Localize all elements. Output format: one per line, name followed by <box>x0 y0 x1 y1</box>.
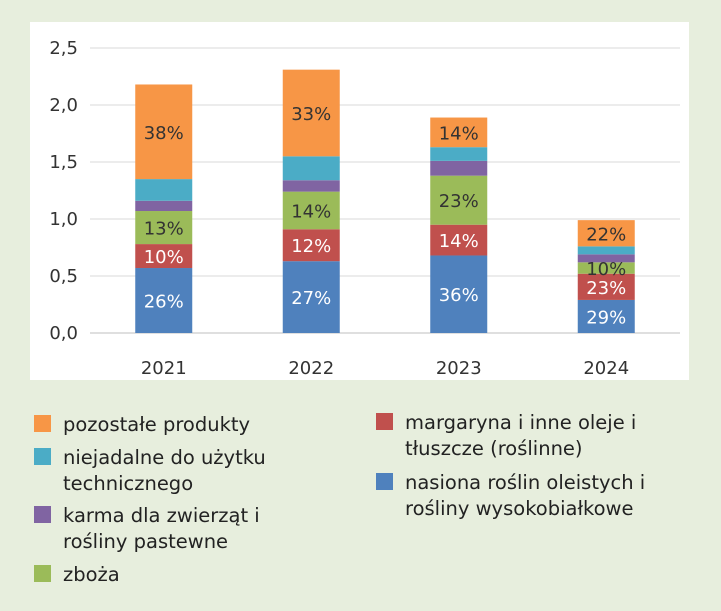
y-tick-label: 2,0 <box>49 95 78 116</box>
legend-label: margaryna i inne oleje i tłuszcze (rośli… <box>405 411 637 460</box>
bar-segment <box>430 175 488 225</box>
legend-swatch <box>34 565 51 582</box>
bar-segment <box>430 160 488 176</box>
bar-segment <box>135 268 193 333</box>
data-label: 22% <box>586 224 626 245</box>
bar-segment <box>135 244 193 269</box>
x-tick-label: 2021 <box>141 358 187 379</box>
legend-label: niejadalne do użytku technicznego <box>63 446 266 495</box>
bar-segment <box>577 273 635 300</box>
legend-label: pozostałe produkty <box>63 413 251 436</box>
data-label: 27% <box>291 288 331 309</box>
bar-segment <box>282 261 340 333</box>
bar-segment <box>282 156 340 181</box>
bar-segment <box>430 147 488 161</box>
data-label: 14% <box>439 123 479 144</box>
bar-segment <box>282 191 340 230</box>
y-tick-label: 0,0 <box>49 323 78 344</box>
data-label: 13% <box>144 219 184 240</box>
data-label: 23% <box>586 278 626 299</box>
bar-segment <box>135 211 193 245</box>
bar-segment <box>282 229 340 262</box>
bar-segment <box>430 255 488 333</box>
bar-segment <box>577 246 635 255</box>
legend-item-nasiona: nasiona roślin oleistych i rośliny wysok… <box>376 470 705 522</box>
data-label: 10% <box>586 259 626 280</box>
data-label: 10% <box>144 247 184 268</box>
legend-item-zboza: zboża <box>34 562 333 588</box>
legend-swatch <box>34 506 51 523</box>
y-tick-label: 1,0 <box>49 209 78 230</box>
data-label: 38% <box>144 123 184 144</box>
bar-segment <box>135 84 193 180</box>
y-tick-label: 1,5 <box>49 152 78 173</box>
data-label: 12% <box>291 236 331 257</box>
y-axis-ticks: 0,0 0,5 1,0 1,5 2,0 2,5 <box>49 38 78 344</box>
bar-segment <box>135 179 193 201</box>
bar-segment <box>577 254 635 263</box>
legend-item-niejadalne: niejadalne do użytku technicznego <box>34 445 303 497</box>
bar-segment <box>282 69 340 157</box>
data-label: 33% <box>291 104 331 125</box>
stacked-bar-chart: 26% 10% 13% 38% 27% 12% 14% 33% 36% 14% 23% 14% 29% 2… <box>49 38 680 379</box>
y-tick-label: 2,5 <box>49 38 78 59</box>
legend-swatch <box>376 413 393 430</box>
legend-label: nasiona roślin oleistych i rośliny wysok… <box>405 471 646 520</box>
legend-item-karma: karma dla zwierząt i rośliny pastewne <box>34 503 303 555</box>
bar-segment <box>430 224 488 256</box>
data-label: 14% <box>291 201 331 222</box>
bar-segment <box>282 180 340 192</box>
x-axis-ticks: 2021 2022 2023 2024 <box>141 358 629 379</box>
legend-swatch <box>376 473 393 490</box>
data-label: 26% <box>144 292 184 313</box>
legend-label: zboża <box>63 563 120 586</box>
bar-segment <box>577 299 635 333</box>
data-labels: 26% 10% 13% 38% 27% 12% 14% 33% 36% 14% 23% 14% 29% 2… <box>144 104 627 328</box>
data-label: 23% <box>439 191 479 212</box>
legend-label: karma dla zwierząt i rośliny pastewne <box>63 504 260 553</box>
y-tick-label: 0,5 <box>49 266 78 287</box>
data-label: 14% <box>439 231 479 252</box>
x-tick-label: 2022 <box>288 358 334 379</box>
legend-swatch <box>34 415 51 432</box>
bar-segment <box>135 200 193 212</box>
data-label: 36% <box>439 285 479 306</box>
data-label: 29% <box>586 307 626 328</box>
x-tick-label: 2024 <box>583 358 629 379</box>
legend-swatch <box>34 448 51 465</box>
legend-item-pozostale-produkty: pozostałe produkty <box>34 412 333 438</box>
bar-segment <box>430 117 488 148</box>
bar-segment <box>577 262 635 274</box>
bar-segment <box>577 220 635 247</box>
legend-item-margaryna: margaryna i inne oleje i tłuszcze (rośli… <box>376 410 655 462</box>
chart-area: 26% 10% 13% 38% 27% 12% 14% 33% 36% 14% 23% 14% 29% 2… <box>30 22 689 380</box>
x-tick-label: 2023 <box>436 358 482 379</box>
bars <box>135 69 635 333</box>
